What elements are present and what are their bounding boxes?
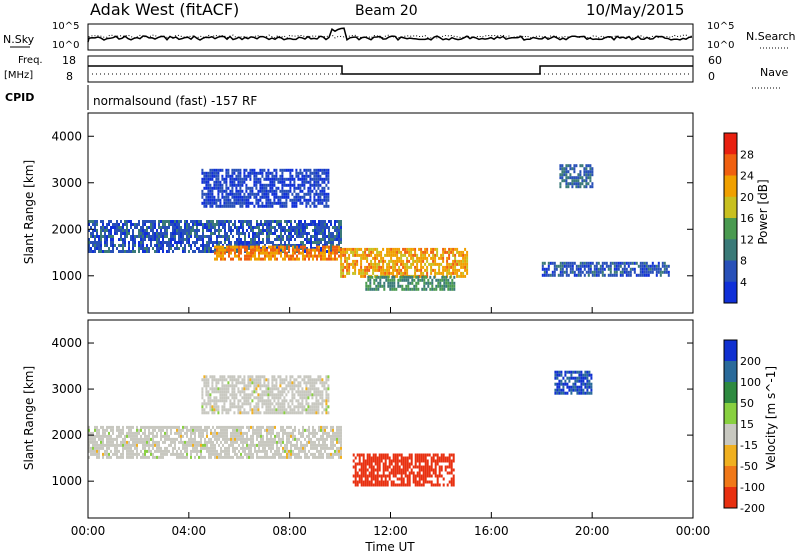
nsearch-label: N.Search: [746, 30, 796, 43]
power-x-axis: [87, 307, 694, 313]
velocity-ytick-1: 3000: [51, 382, 693, 396]
velocity-xtick-0: 00:00: [71, 512, 105, 538]
nave-tick-bottom: 0: [708, 70, 715, 83]
velocity-region-1: [201, 375, 330, 415]
power-y-axis: 4000 3000 2000 1000: [51, 129, 693, 283]
velocity-colorbar-tick-3: 15: [740, 418, 754, 431]
velocity-xtick-6: 00:00: [676, 512, 710, 538]
svg-text:1000: 1000: [51, 269, 82, 283]
velocity-ytick-2: 2000: [51, 428, 693, 442]
freq-trace: [88, 65, 693, 75]
velocity-colorbar-segment-6: [724, 466, 737, 488]
velocity-colorbar-segment-0: [724, 340, 737, 362]
velocity-y-axis: 4000 3000 2000 1000: [51, 336, 693, 488]
power-ytick-0: 4000: [51, 129, 693, 143]
power-region-1: [201, 168, 330, 208]
noise-tick-right-top: 10^5: [707, 21, 734, 32]
power-region-4: [365, 275, 456, 291]
power-colorbar-segment-7: [724, 281, 737, 304]
power-region-3: [340, 247, 469, 278]
velocity-xtick-4: 16:00: [474, 512, 509, 538]
beam-title: Beam 20: [355, 3, 418, 19]
power-colorbar-segment-6: [724, 260, 737, 283]
velocity-ylabel: Slant Range [km]: [22, 366, 36, 470]
velocity-colorbar-tick-5: -50: [740, 460, 758, 473]
velocity-heatmap: [88, 370, 593, 487]
power-colorbar-tick-5: 8: [740, 255, 747, 268]
power-region-5: [541, 261, 670, 277]
velocity-xtick-5: 20:00: [575, 512, 609, 538]
velocity-ytick-3: 1000: [51, 474, 693, 488]
noise-tick-left-top: 10^5: [52, 21, 79, 32]
nave-label: Nave: [760, 66, 788, 79]
noise-tick-left-bottom: 10^0: [52, 40, 79, 51]
freq-tick-top: 18: [62, 54, 76, 67]
power-region-0: [88, 220, 342, 253]
velocity-colorbar-segment-5: [724, 445, 737, 467]
cpid-value: normalsound (fast) -157 RF: [93, 94, 257, 108]
station-title: Adak West (fitACF): [90, 0, 239, 19]
velocity-colorbar-segment-4: [724, 424, 737, 446]
power-ytick-3: 1000: [51, 269, 693, 283]
velocity-xtick-3: 12:00: [373, 512, 408, 538]
noise-panel: [87, 23, 694, 51]
svg-text:3000: 3000: [51, 176, 82, 190]
velocity-colorbar-tick-4: -15: [740, 439, 758, 452]
velocity-colorbar-tick-6: -100: [740, 481, 765, 494]
freq-unit-label: [MHz]: [4, 70, 33, 81]
velocity-ytick-0: 4000: [51, 336, 693, 350]
cpid-label: CPID: [5, 91, 34, 104]
noise-tick-right-bottom: 10^0: [707, 40, 734, 51]
power-colorbar-tick-4: 12: [740, 233, 754, 246]
power-colorbar-segment-3: [724, 196, 737, 219]
power-colorbar-segment-4: [724, 218, 737, 240]
velocity-x-axis: 00:00 04:00 08:00 12:00 16:00 20:00 00:00: [71, 512, 710, 538]
velocity-region-0: [88, 425, 342, 459]
velocity-colorbar-tick-2: 50: [740, 397, 754, 410]
power-colorbar-tick-1: 24: [740, 170, 754, 183]
power-colorbar-tick-2: 20: [740, 191, 754, 204]
nsky-trace: [87, 27, 693, 43]
nsearch-trace: [87, 34, 693, 41]
velocity-colorbar-segment-7: [724, 487, 737, 509]
velocity-panel-frame: [87, 319, 694, 519]
date-title: 10/May/2015: [586, 1, 684, 19]
nsky-label: N.Sky: [3, 33, 35, 46]
power-ylabel: Slant Range [km]: [22, 160, 36, 264]
power-region-6: [559, 164, 594, 189]
power-heatmap: [88, 164, 670, 291]
power-colorbar-segment-2: [724, 175, 737, 198]
power-colorbar-tick-6: 4: [740, 276, 747, 289]
freq-label: Freq.: [18, 55, 43, 66]
nave-tick-top: 60: [708, 54, 722, 67]
velocity-colorbar-segment-2: [724, 382, 737, 404]
svg-text:2000: 2000: [51, 222, 82, 236]
freq-panel: [87, 55, 694, 83]
velocity-colorbar-label: Velocity [m s^-1]: [764, 366, 778, 470]
velocity-colorbar-tick-7: -200: [740, 502, 765, 515]
freq-tick-bottom: 8: [66, 70, 73, 83]
velocity-colorbar-segment-1: [724, 361, 737, 383]
power-colorbar: 28 24 20 16 12 8 4: [723, 132, 754, 304]
power-colorbar-label: Power [dB]: [756, 179, 770, 244]
power-colorbar-tick-0: 28: [740, 148, 754, 161]
x-axis-title: Time UT: [364, 540, 415, 554]
velocity-colorbar: 200 100 50 15 -15 -50 -100 -200: [723, 339, 765, 515]
power-ytick-1: 3000: [51, 176, 693, 190]
power-region-2: [214, 245, 342, 261]
svg-text:4000: 4000: [51, 129, 82, 143]
power-colorbar-segment-1: [724, 154, 737, 176]
velocity-xtick-1: 04:00: [172, 512, 206, 538]
power-colorbar-segment-5: [724, 239, 737, 261]
velocity-xtick-2: 08:00: [272, 512, 307, 538]
power-ytick-2: 2000: [51, 222, 693, 236]
velocity-region-2: [352, 453, 455, 487]
velocity-region-3: [554, 370, 593, 395]
velocity-colorbar-tick-1: 100: [740, 376, 761, 389]
velocity-colorbar-segment-3: [724, 403, 737, 425]
velocity-colorbar-tick-0: 200: [740, 355, 761, 368]
power-colorbar-tick-3: 16: [740, 212, 754, 225]
power-colorbar-segment-0: [724, 133, 737, 155]
